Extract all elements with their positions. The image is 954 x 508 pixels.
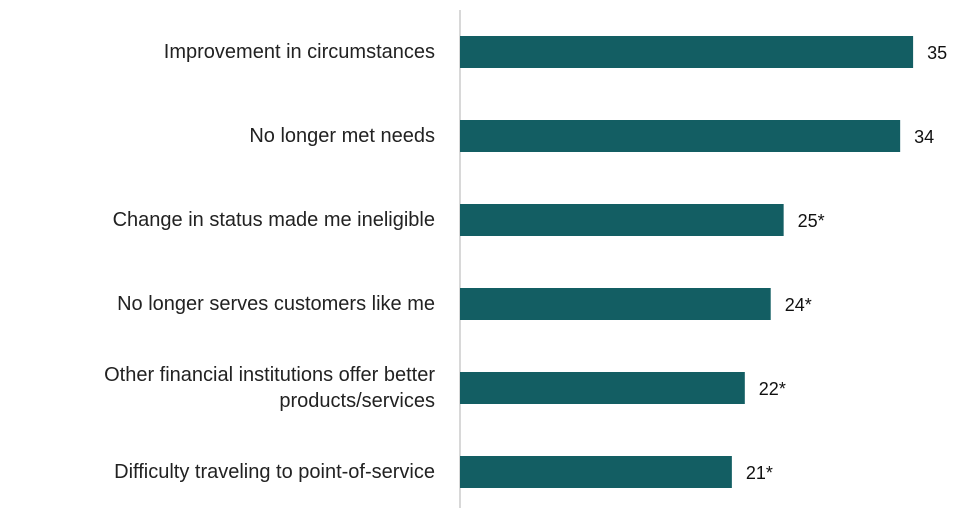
- category-label: Improvement in circumstances: [163, 41, 435, 63]
- category-label: Change in status made me ineligible: [112, 209, 435, 231]
- bar: [460, 288, 771, 320]
- value-label: 21*: [746, 463, 773, 483]
- value-label: 34: [914, 127, 934, 147]
- bar: [460, 36, 914, 68]
- bar: [460, 120, 901, 152]
- category-label: Difficulty traveling to point-of-service: [114, 461, 435, 483]
- category-label: Other financial institutions offer bette…: [104, 364, 435, 412]
- value-label: 35: [927, 43, 947, 63]
- bar: [460, 204, 784, 236]
- category-label: No longer met needs: [249, 125, 435, 147]
- value-label: 24*: [785, 295, 812, 315]
- bar: [460, 456, 732, 488]
- category-label: No longer serves customers like me: [117, 293, 435, 315]
- value-label: 25*: [798, 211, 825, 231]
- value-label: 22*: [759, 379, 786, 399]
- bar: [460, 372, 745, 404]
